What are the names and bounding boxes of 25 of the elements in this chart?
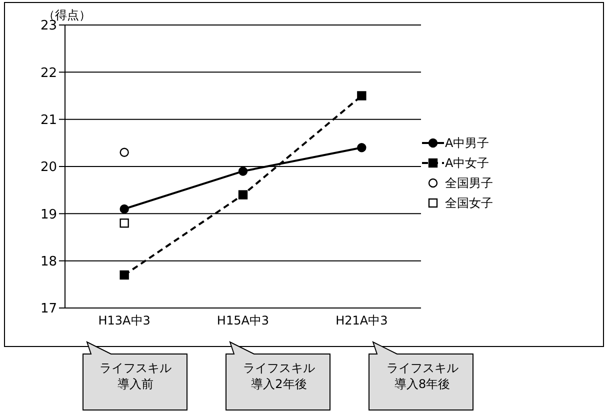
point [238,166,248,176]
y-tick-label: 19 [40,207,57,222]
y-tick-label: 22 [40,66,57,81]
y-tick-label: 21 [40,112,57,128]
text: ライフスキル導入2年後 [242,360,316,392]
point [120,218,129,228]
point [120,204,129,214]
x-tick-label: H13A中3 [98,314,150,328]
legend-label: A中男子 [445,134,490,152]
point [120,148,129,157]
legend-label: 全国女子 [445,194,493,212]
point [357,143,366,152]
text: ライフスキル導入前 [98,360,173,392]
y-tick-label: 18 [40,254,57,270]
y-tick-label: 20 [40,160,57,176]
point [120,270,129,280]
legend-label: A中女子 [445,154,490,172]
point [357,91,366,100]
x-tick-label: H21A中3 [336,314,388,328]
point [238,190,248,200]
legend-label: 全国男子 [445,174,493,192]
text: ライフスキル導入8年後 [385,360,460,392]
y-tick-label: 23 [40,18,57,34]
x-tick-label: H15A中3 [216,314,270,328]
y-tick-label: 17 [40,302,57,317]
